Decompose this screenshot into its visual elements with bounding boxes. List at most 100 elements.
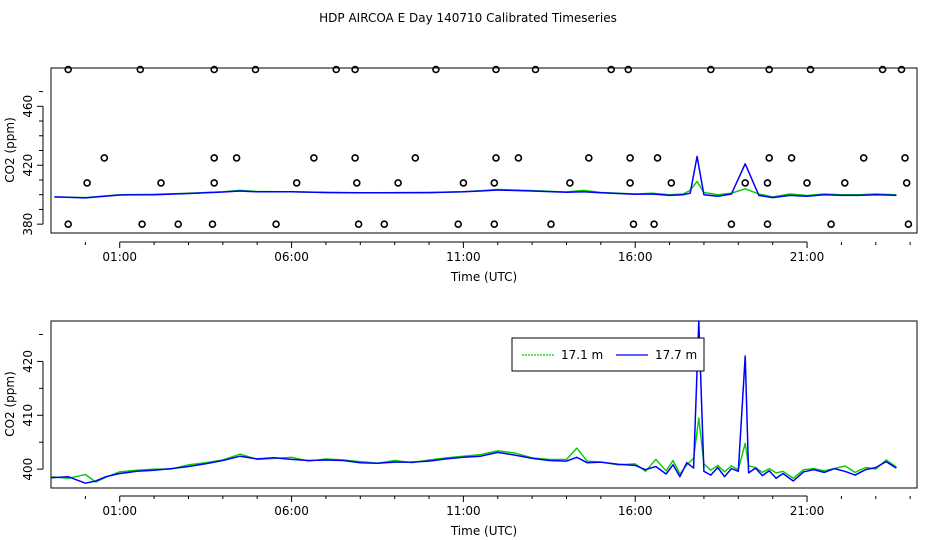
legend: 17.1 m 17.7 m — [511, 337, 705, 372]
top-x-tick-label: 11:00 — [446, 250, 481, 264]
bottom-panel: 400 410 420 01:00 06:00 11:00 16:00 21:00 Time… — [3, 320, 918, 538]
bottom-y-axis-title: CO2 (ppm) — [3, 371, 17, 437]
calibration-marker — [394, 179, 402, 187]
calibration-marker — [136, 65, 145, 74]
top-panel: 380 420 460 01:00 06:00 11:00 16:00 21:00 Time… — [3, 65, 918, 284]
bottom-x-tick-label: 06:00 — [274, 504, 309, 518]
calibration-marker — [904, 220, 913, 228]
calibration-marker — [763, 179, 772, 187]
calibration-marker — [547, 220, 555, 228]
bottom-y-axis: 400 410 420 — [21, 333, 44, 481]
calibration-marker — [138, 220, 146, 228]
bottom-x-tick-label: 01:00 — [102, 504, 137, 518]
calibration-marker — [432, 65, 440, 74]
calibration-marker — [629, 220, 638, 228]
calibration-marker — [332, 65, 341, 74]
calibration-marker — [352, 179, 361, 187]
top-y-tick-label: 420 — [21, 154, 35, 177]
calibration-marker — [64, 65, 72, 74]
calibration-marker — [803, 179, 811, 187]
calibration-marker — [607, 65, 616, 74]
calibration-marker — [492, 154, 500, 162]
top-x-tick-label: 16:00 — [618, 250, 653, 264]
calibration-marker — [411, 154, 420, 162]
legend-label-17-7m: 17.7 m — [655, 348, 697, 362]
bottom-series-line-17-1m — [50, 417, 897, 483]
calibration-marker — [351, 154, 359, 162]
calibration-marker — [251, 65, 260, 74]
calibration-marker — [531, 65, 540, 74]
calibration-marker — [566, 179, 574, 187]
calibration-marker — [827, 220, 835, 228]
top-x-tick-label: 06:00 — [274, 250, 309, 264]
calibration-marker — [454, 220, 463, 228]
top-y-tick-label: 460 — [21, 95, 35, 118]
calibration-marker — [380, 220, 389, 228]
calibration-marker — [354, 220, 363, 228]
calibration-marker — [490, 220, 499, 228]
bottom-x-tick-label: 16:00 — [618, 504, 653, 518]
calibration-marker — [174, 220, 182, 228]
calibration-marker — [787, 154, 796, 162]
top-series-line-17-7m — [54, 155, 897, 199]
bottom-series-line-17-7m — [50, 320, 897, 484]
calibration-marker — [459, 179, 468, 187]
calibration-marker — [901, 154, 909, 162]
calibration-marker — [208, 220, 217, 228]
calibration-marker — [351, 65, 359, 74]
calibration-marker — [653, 154, 662, 162]
calibration-marker — [727, 220, 736, 228]
calibration-marker — [624, 65, 633, 74]
bottom-plot-frame — [50, 320, 918, 489]
calibration-marker — [514, 154, 523, 162]
calibration-marker — [492, 65, 500, 74]
calibration-marker — [706, 65, 715, 74]
top-x-tick-label: 21:00 — [790, 250, 825, 264]
calibration-marker — [897, 65, 906, 74]
bottom-series-lines — [50, 320, 897, 484]
top-y-axis-title: CO2 (ppm) — [3, 117, 17, 183]
bottom-y-tick-label: 400 — [21, 458, 35, 481]
top-markers — [64, 65, 913, 228]
bottom-y-tick-label: 410 — [21, 404, 35, 427]
calibration-marker — [210, 154, 218, 162]
calibration-marker — [765, 65, 774, 74]
calibration-marker — [741, 179, 750, 187]
calibration-marker — [765, 154, 774, 162]
calibration-marker — [100, 154, 109, 162]
top-x-axis: 01:00 06:00 11:00 16:00 21:00 — [84, 241, 911, 264]
calibration-marker — [626, 179, 634, 187]
bottom-y-tick-label: 420 — [21, 350, 35, 373]
calibration-marker — [232, 154, 241, 162]
calibration-marker — [490, 179, 499, 187]
top-x-axis-title: Time (UTC) — [450, 270, 517, 284]
top-y-axis: 380 420 460 — [21, 91, 44, 236]
calibration-marker — [210, 65, 218, 74]
calibration-marker — [83, 179, 91, 187]
bottom-x-tick-label: 21:00 — [790, 504, 825, 518]
calibration-marker — [667, 179, 676, 187]
calibration-marker — [650, 220, 658, 228]
top-x-tick-label: 01:00 — [102, 250, 137, 264]
calibration-marker — [902, 179, 911, 187]
bottom-x-axis: 01:00 06:00 11:00 16:00 21:00 — [84, 495, 911, 518]
calibration-marker — [840, 179, 849, 187]
calibration-marker — [210, 179, 218, 187]
calibration-marker — [272, 220, 280, 228]
calibration-marker — [64, 220, 72, 228]
bottom-x-tick-label: 11:00 — [446, 504, 481, 518]
calibration-marker — [878, 65, 887, 74]
top-plot-frame — [50, 67, 918, 234]
calibration-marker — [584, 154, 593, 162]
top-y-tick-label: 380 — [21, 213, 35, 236]
calibration-marker — [763, 220, 772, 228]
legend-label-17-1m: 17.1 m — [561, 348, 603, 362]
calibration-marker — [310, 154, 318, 162]
bottom-x-axis-title: Time (UTC) — [450, 524, 517, 538]
calibration-marker — [859, 154, 868, 162]
calibration-marker — [292, 179, 301, 187]
calibration-marker — [806, 65, 815, 74]
calibration-marker — [157, 179, 165, 187]
calibration-marker — [626, 154, 634, 162]
